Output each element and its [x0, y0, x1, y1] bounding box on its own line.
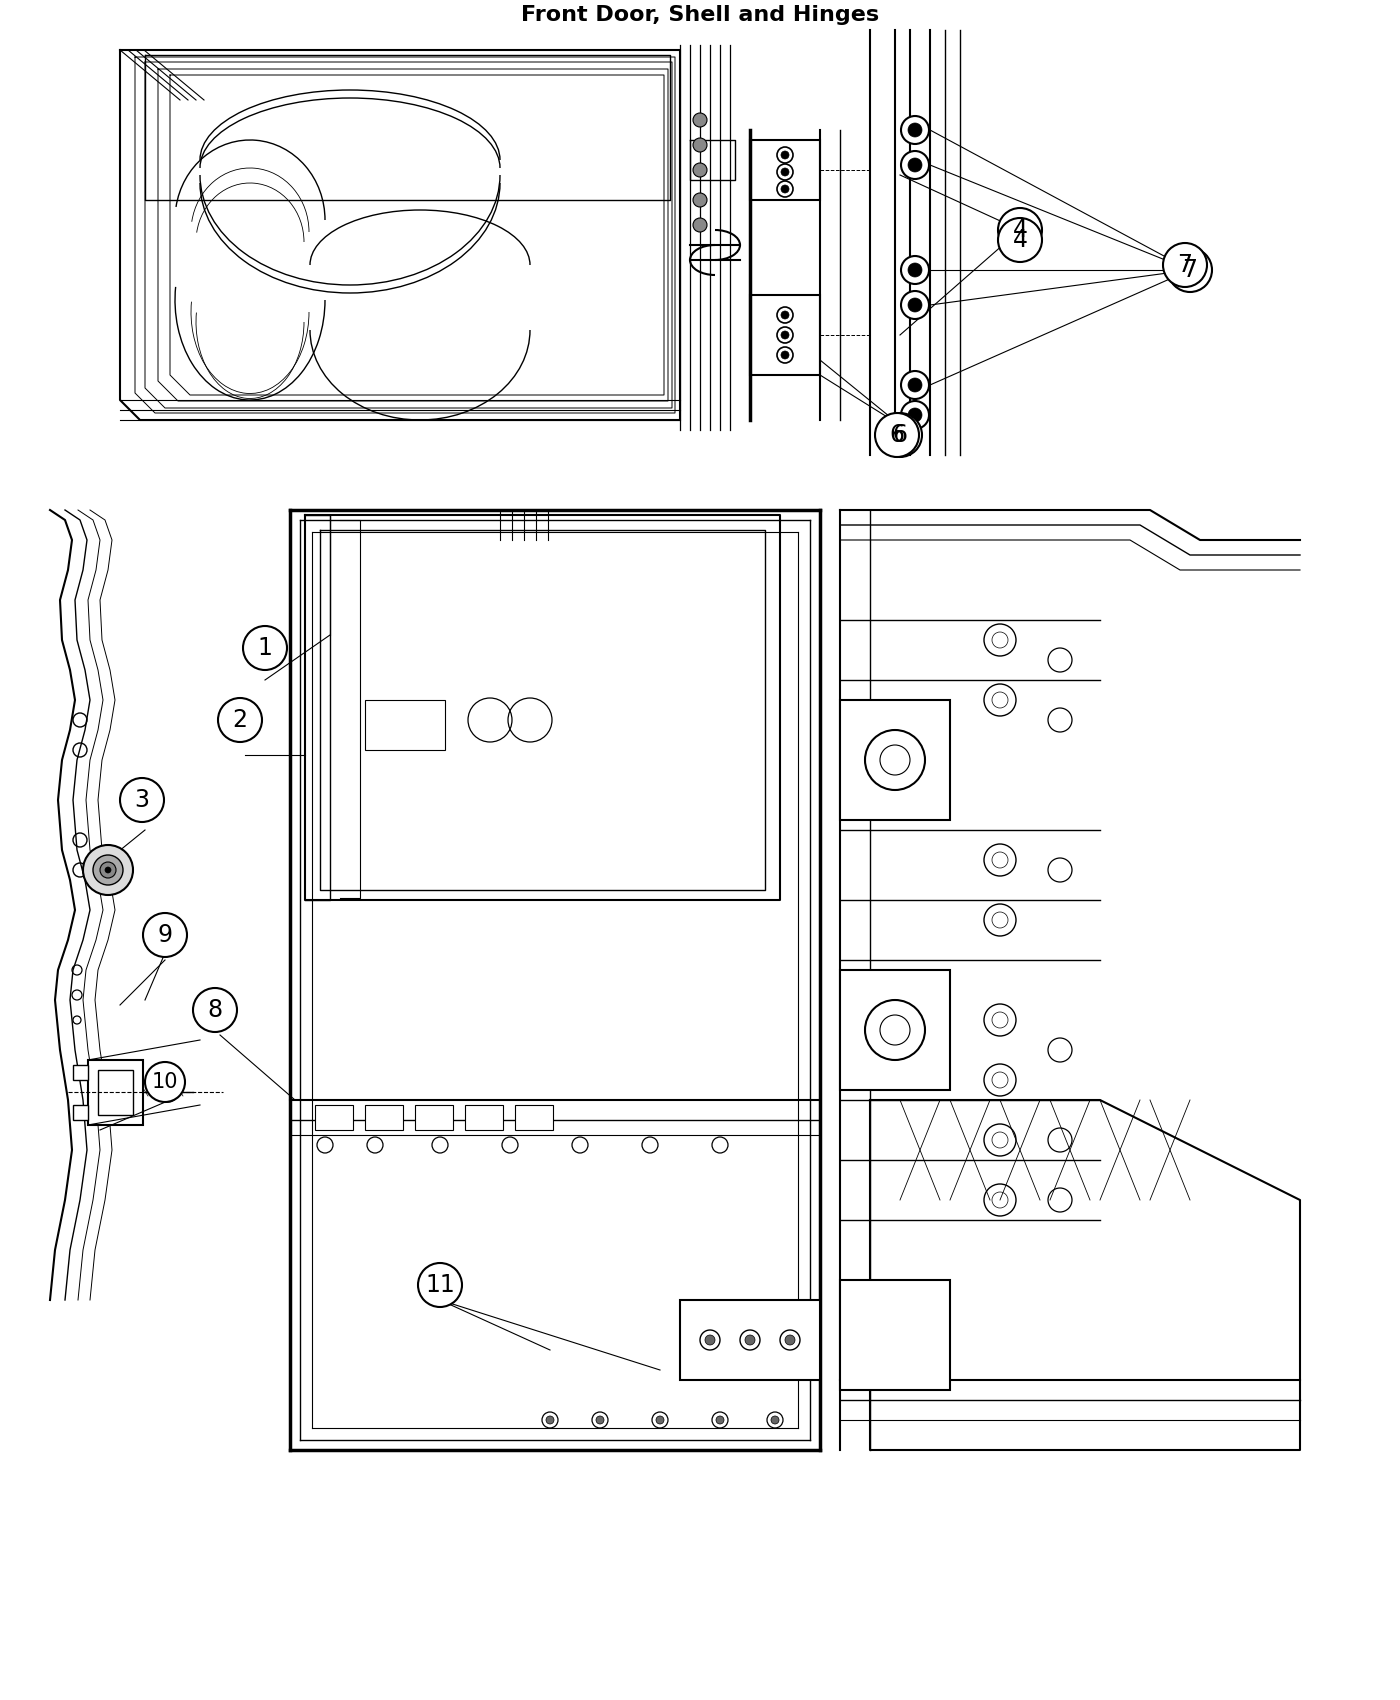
Text: 11: 11: [426, 1273, 455, 1297]
Circle shape: [706, 1334, 715, 1345]
Text: 4: 4: [1012, 228, 1028, 252]
Text: 7: 7: [1183, 258, 1197, 282]
Circle shape: [715, 1416, 724, 1425]
Circle shape: [693, 163, 707, 177]
Circle shape: [878, 413, 923, 457]
Circle shape: [781, 151, 790, 160]
Circle shape: [1163, 243, 1207, 287]
Circle shape: [745, 1334, 755, 1345]
Circle shape: [781, 311, 790, 320]
Text: 6: 6: [889, 423, 904, 447]
Polygon shape: [73, 1105, 88, 1120]
Circle shape: [596, 1416, 603, 1425]
Circle shape: [781, 332, 790, 338]
Polygon shape: [750, 296, 820, 376]
Polygon shape: [840, 700, 951, 819]
Circle shape: [546, 1416, 554, 1425]
Circle shape: [998, 218, 1042, 262]
Circle shape: [120, 779, 164, 823]
Circle shape: [781, 350, 790, 359]
Circle shape: [244, 626, 287, 670]
Circle shape: [902, 257, 930, 284]
Circle shape: [771, 1416, 778, 1425]
Circle shape: [902, 151, 930, 178]
Circle shape: [419, 1263, 462, 1307]
Circle shape: [693, 218, 707, 231]
Text: 1: 1: [258, 636, 273, 660]
Circle shape: [902, 116, 930, 144]
Polygon shape: [88, 1061, 143, 1125]
Circle shape: [92, 855, 123, 886]
Circle shape: [143, 913, 188, 957]
Circle shape: [902, 371, 930, 400]
Bar: [414, 1105, 454, 1130]
Text: 8: 8: [207, 998, 223, 1022]
Polygon shape: [680, 1300, 820, 1380]
Circle shape: [781, 168, 790, 177]
Circle shape: [99, 862, 116, 877]
Polygon shape: [73, 1064, 88, 1080]
Circle shape: [693, 138, 707, 151]
Circle shape: [218, 699, 262, 741]
Polygon shape: [840, 971, 951, 1090]
Circle shape: [875, 413, 918, 457]
Bar: [365, 700, 445, 750]
Polygon shape: [98, 1069, 133, 1115]
Polygon shape: [840, 1280, 951, 1391]
Circle shape: [902, 401, 930, 428]
Circle shape: [909, 264, 923, 277]
Bar: [315, 1105, 353, 1130]
Text: 4: 4: [1012, 218, 1028, 241]
Circle shape: [781, 185, 790, 194]
Circle shape: [785, 1334, 795, 1345]
Circle shape: [909, 408, 923, 422]
Circle shape: [105, 867, 111, 874]
Text: Front Door, Shell and Hinges: Front Door, Shell and Hinges: [521, 5, 879, 26]
Circle shape: [146, 1062, 185, 1102]
Bar: [465, 1105, 503, 1130]
Text: 7: 7: [1177, 253, 1193, 277]
Circle shape: [909, 298, 923, 313]
Circle shape: [83, 845, 133, 894]
Circle shape: [193, 988, 237, 1032]
Text: 6: 6: [893, 423, 907, 447]
Polygon shape: [750, 139, 820, 201]
Text: 9: 9: [157, 923, 172, 947]
Bar: [515, 1105, 553, 1130]
Text: 10: 10: [151, 1073, 178, 1091]
Circle shape: [1168, 248, 1212, 292]
Circle shape: [693, 112, 707, 128]
Circle shape: [657, 1416, 664, 1425]
Circle shape: [693, 194, 707, 207]
Circle shape: [902, 291, 930, 320]
Circle shape: [909, 158, 923, 172]
Text: 2: 2: [232, 707, 248, 733]
Circle shape: [998, 207, 1042, 252]
Bar: [365, 1105, 403, 1130]
Text: 3: 3: [134, 789, 150, 813]
Circle shape: [909, 377, 923, 393]
Circle shape: [909, 122, 923, 138]
